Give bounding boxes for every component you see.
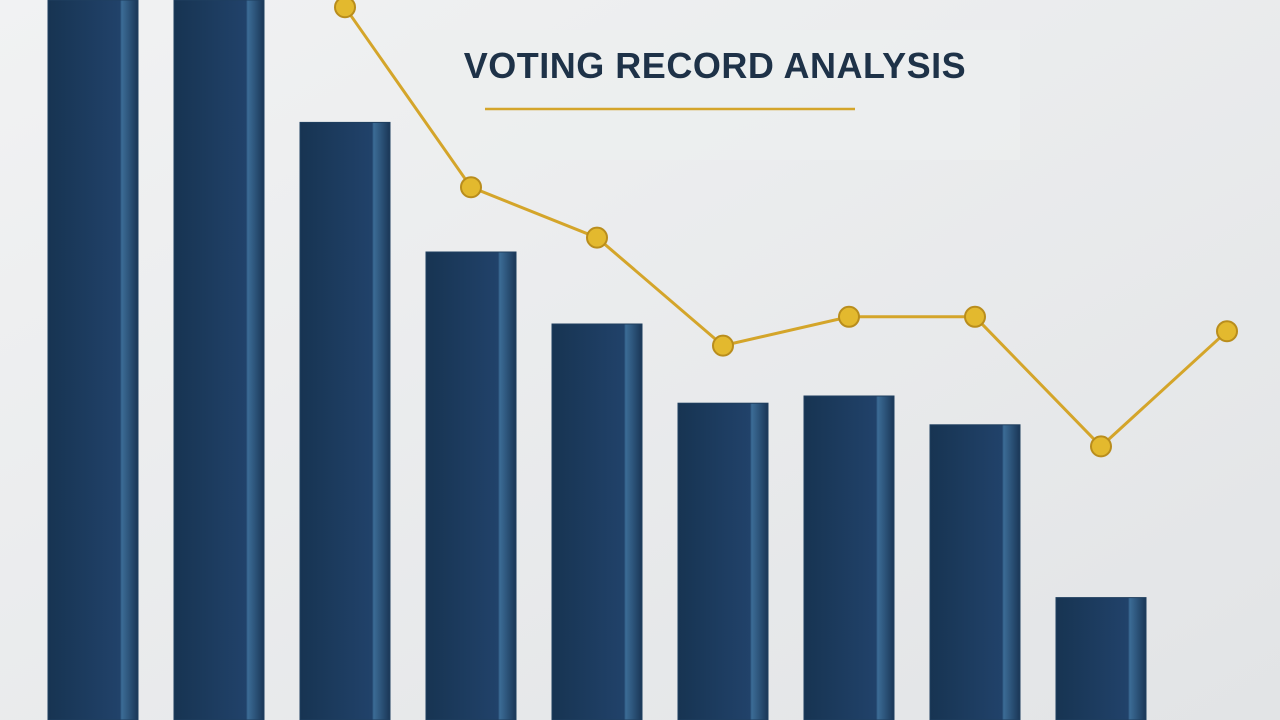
line-point [1090,435,1112,458]
lines [334,0,1238,458]
bar [425,251,517,720]
line-point [460,176,482,199]
bar [929,424,1021,720]
bar [173,0,265,720]
line-point [1216,320,1238,343]
bar [47,0,139,720]
title-panel [410,30,1020,160]
chart-title: VOTING RECORD ANALYSIS [464,45,966,86]
line-point [838,305,860,328]
line-point [334,0,356,19]
bar [1055,597,1147,720]
bar [803,395,895,720]
line [343,6,1229,449]
line-point [964,305,986,328]
line-point [586,226,608,249]
bar [677,402,769,720]
line-point [712,334,734,357]
bar [551,323,643,720]
bars [47,0,1147,720]
bar [299,121,391,720]
